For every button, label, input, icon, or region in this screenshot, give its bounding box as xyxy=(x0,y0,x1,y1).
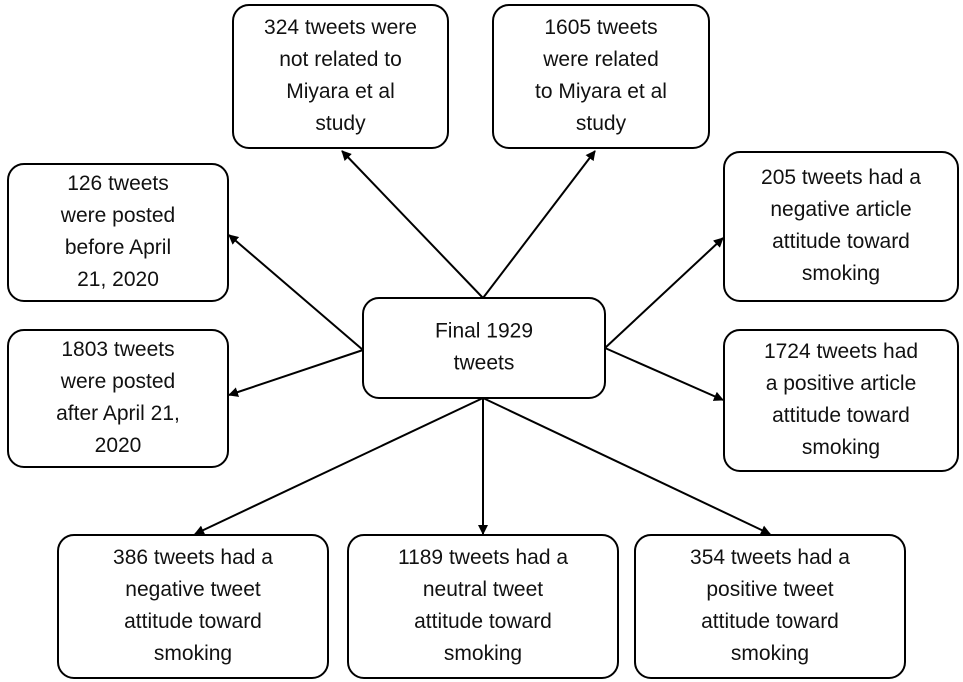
node-label: not related to xyxy=(279,48,402,71)
node-label: attitude toward xyxy=(124,610,262,633)
node-label: 1189 tweets had a xyxy=(398,546,568,569)
node-label: smoking xyxy=(802,436,880,459)
node-box xyxy=(362,297,606,399)
boxes: Final 1929 tweets 324 tweets were not relat… xyxy=(7,4,959,679)
node-label: 354 tweets had a xyxy=(690,546,850,569)
node-label: smoking xyxy=(444,642,522,665)
arrows xyxy=(194,150,771,535)
node-box xyxy=(723,151,959,302)
node-label: a positive article xyxy=(766,372,917,395)
node-label: attitude toward xyxy=(772,404,910,427)
arrow xyxy=(341,150,484,299)
arrow xyxy=(604,347,724,401)
node-label: 386 tweets had a xyxy=(113,546,273,569)
node-label: 1605 tweets xyxy=(544,16,657,39)
arrow xyxy=(194,397,484,535)
node-label: negative tweet xyxy=(125,578,261,601)
node-label: Final 1929 xyxy=(435,320,533,343)
node-label: negative article xyxy=(770,198,911,221)
node-label: 2020 xyxy=(95,434,142,457)
node-label: to Miyara et al xyxy=(535,80,667,103)
node-label: neutral tweet xyxy=(423,578,543,601)
arrow xyxy=(604,237,724,349)
node-box xyxy=(492,4,710,149)
node-box xyxy=(7,163,229,302)
node-label: were posted xyxy=(60,370,175,393)
node-label: positive tweet xyxy=(706,578,833,601)
node-label: 21, 2020 xyxy=(77,268,159,291)
node-box xyxy=(723,329,959,472)
node-label: 324 tweets were xyxy=(264,16,417,39)
node-label: 126 tweets xyxy=(67,172,169,195)
node-label: 1803 tweets xyxy=(61,338,174,361)
arrow xyxy=(482,397,771,535)
node-label: attitude toward xyxy=(772,230,910,253)
node-label: before April xyxy=(65,236,171,259)
node-box xyxy=(347,534,619,679)
node-label: attitude toward xyxy=(701,610,839,633)
node-label: Miyara et al xyxy=(286,80,395,103)
node-label: were related xyxy=(542,48,659,71)
node-box xyxy=(232,4,449,149)
arrow xyxy=(228,234,364,351)
node-label: study xyxy=(576,112,627,135)
node-label: attitude toward xyxy=(414,610,552,633)
node-label: smoking xyxy=(731,642,809,665)
arrow xyxy=(228,349,364,397)
arrow xyxy=(482,150,596,299)
node-label: were posted xyxy=(60,204,175,227)
node-box xyxy=(634,534,906,679)
node-label: after April 21, xyxy=(56,402,180,425)
node-label: smoking xyxy=(154,642,232,665)
node-label: tweets xyxy=(454,352,515,375)
node-label: 205 tweets had a xyxy=(761,166,921,189)
node-box xyxy=(7,329,229,468)
node-label: 1724 tweets had xyxy=(764,340,918,363)
node-box xyxy=(57,534,329,679)
node-label: study xyxy=(315,112,366,135)
node-label: smoking xyxy=(802,262,880,285)
